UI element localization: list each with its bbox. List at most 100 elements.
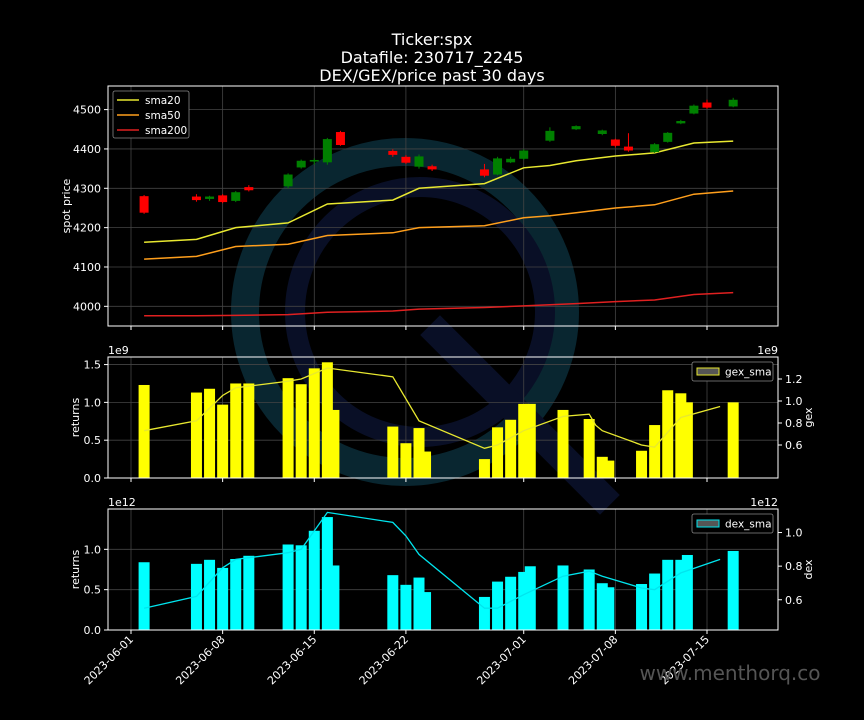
y2-exponent-label: 1e12 [750, 496, 778, 509]
y2-tick-label: 0.8 [785, 417, 803, 430]
candle-body [231, 192, 241, 201]
y-tick-label: 1.0 [84, 396, 102, 409]
legend-label-sma200: sma200 [145, 125, 187, 137]
candle-body [650, 144, 660, 153]
candle-body [506, 158, 516, 163]
y-tick-label: 4400 [73, 143, 101, 156]
candle-body [283, 174, 293, 187]
panel-border [107, 508, 779, 631]
legend-swatch-gex_sma [696, 367, 720, 376]
y-axis-label: returns [69, 550, 82, 590]
candle-body [689, 105, 699, 114]
bar [603, 587, 615, 630]
bar [636, 450, 648, 478]
bar [603, 460, 615, 478]
legend-box [112, 90, 190, 139]
bar [420, 592, 432, 630]
bar [557, 409, 569, 478]
candle-body [191, 196, 201, 201]
bar [649, 425, 661, 478]
candle-body [139, 196, 149, 213]
bar [387, 575, 399, 630]
bar [204, 559, 216, 630]
candle-body [244, 187, 254, 191]
y-tick-label: 0.0 [84, 624, 102, 637]
x-tick-label: 2023-07-01 [474, 633, 528, 687]
legend-swatch-dex_sma [696, 519, 720, 528]
y2-tick-label: 0.6 [785, 594, 803, 607]
bar [727, 402, 739, 478]
bar [230, 383, 242, 478]
panel-border [107, 356, 779, 479]
bar [649, 573, 661, 630]
bar [681, 402, 693, 478]
candle-body [545, 130, 555, 141]
candle-body [493, 158, 503, 175]
y-exponent-label: 1e9 [108, 344, 129, 357]
watermark-text: www.menthorq.co [640, 661, 821, 685]
candle-body [623, 146, 633, 151]
bar [400, 443, 412, 478]
y-tick-label: 1.0 [84, 543, 102, 556]
chart-title-line-3: DEX/GEX/price past 30 days [319, 66, 545, 85]
series-line-dex_sma [143, 511, 721, 609]
candle-body [322, 139, 332, 163]
bar [413, 577, 425, 630]
bar [518, 403, 530, 478]
bar [282, 378, 294, 478]
y-tick-label: 0.0 [84, 472, 102, 485]
chart-title-line-1: Ticker:spx [391, 30, 473, 49]
legend-label-sma50: sma50 [145, 110, 181, 122]
y2-axis-label: gex [802, 407, 815, 428]
x-tick-label: 2023-06-08 [173, 633, 227, 687]
bar [420, 451, 432, 478]
bar [662, 559, 674, 630]
series-line-gex_sma [143, 367, 721, 449]
y2-axis-label: dex [802, 559, 815, 580]
candle-body [702, 102, 712, 108]
bar [321, 517, 333, 630]
bar [478, 596, 490, 630]
bar [295, 545, 307, 630]
bar [295, 384, 307, 478]
legend: gex_sma [691, 361, 774, 382]
candle-body [414, 156, 424, 167]
bar [243, 555, 255, 630]
legend-label-gex_sma: gex_sma [725, 367, 772, 379]
y2-tick-label: 1.2 [785, 373, 803, 386]
bar [190, 392, 202, 478]
bar [524, 403, 536, 478]
candle-body [519, 150, 529, 159]
bar [524, 566, 536, 630]
legend-box [691, 361, 774, 382]
legend-label-dex_sma: dex_sma [725, 519, 772, 531]
bar [518, 571, 530, 630]
y2-exponent-label: 1e9 [757, 344, 778, 357]
series-line-sma200 [144, 291, 734, 317]
candle-body [218, 195, 228, 203]
x-tick-label: 2023-07-08 [566, 633, 620, 687]
bar [204, 388, 216, 478]
y-tick-label: 1.5 [84, 359, 102, 372]
bar [328, 409, 340, 478]
x-tick-label: 2023-06-01 [82, 633, 136, 687]
bar [681, 554, 693, 630]
candle-body [401, 156, 411, 163]
panel-border [107, 85, 779, 327]
bar [492, 427, 504, 478]
y-exponent-label: 1e12 [108, 496, 136, 509]
bar [387, 426, 399, 478]
bar [662, 390, 674, 478]
legend: dex_sma [691, 513, 774, 534]
y-tick-label: 4500 [73, 104, 101, 117]
y-tick-label: 0.5 [84, 434, 102, 447]
x-tick-label: 2023-06-22 [357, 633, 411, 687]
candle-body [571, 126, 581, 130]
candle-body [427, 166, 437, 170]
legend: sma20 sma50 sma200 [112, 90, 190, 139]
bar [583, 419, 595, 478]
candle-body [309, 159, 319, 162]
bar [492, 581, 504, 630]
candle-body [205, 196, 215, 199]
